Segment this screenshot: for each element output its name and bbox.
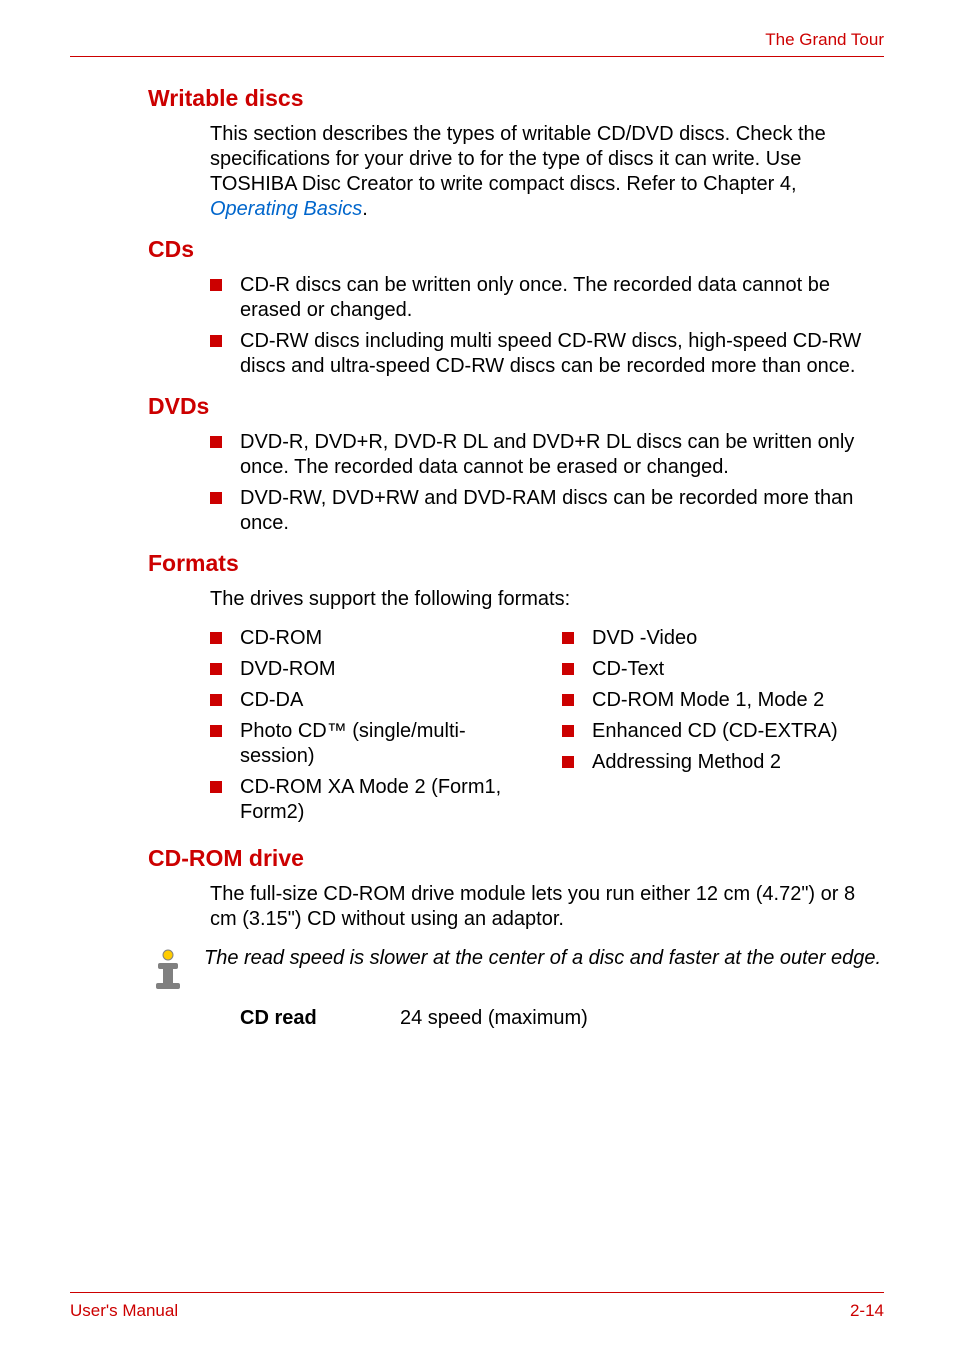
dvds-list: DVD-R, DVD+R, DVD-R DL and DVD+R DL disc…	[210, 430, 884, 536]
spec-value: 24 speed (maximum)	[400, 1007, 588, 1030]
formats-col2: DVD -Video CD-Text CD-ROM Mode 1, Mode 2…	[562, 626, 884, 831]
formats-intro: The drives support the following formats…	[210, 587, 884, 612]
section-heading-cds: CDs	[148, 236, 884, 263]
list-item: CD-DA	[210, 688, 532, 713]
operating-basics-link[interactable]: Operating Basics	[210, 198, 362, 220]
list-item: Addressing Method 2	[562, 750, 884, 775]
list-item: CD-R discs can be written only once. The…	[210, 273, 884, 323]
spec-row: CD read 24 speed (maximum)	[210, 1007, 884, 1030]
page-header: The Grand Tour	[70, 30, 884, 85]
list-item: CD-ROM Mode 1, Mode 2	[562, 688, 884, 713]
cdrom-body: The full-size CD-ROM drive module lets y…	[210, 882, 884, 932]
footer-left: User's Manual	[70, 1301, 178, 1321]
writable-body: This section describes the types of writ…	[210, 122, 884, 222]
writable-body-pre: This section describes the types of writ…	[210, 123, 826, 195]
list-item: DVD-ROM	[210, 657, 532, 682]
section-heading-dvds: DVDs	[148, 393, 884, 420]
list-item: DVD-R, DVD+R, DVD-R DL and DVD+R DL disc…	[210, 430, 884, 480]
page: The Grand Tour Writable discs This secti…	[0, 0, 954, 1351]
footer-divider	[70, 1292, 884, 1293]
section-heading-formats: Formats	[148, 550, 884, 577]
chapter-title: The Grand Tour	[70, 30, 884, 50]
info-icon	[148, 948, 188, 997]
spec-label: CD read	[210, 1007, 400, 1030]
list-item: DVD-RW, DVD+RW and DVD-RAM discs can be …	[210, 486, 884, 536]
section-heading-writable: Writable discs	[148, 85, 884, 112]
formats-columns: CD-ROM DVD-ROM CD-DA Photo CD™ (single/m…	[210, 626, 884, 831]
list-item: Photo CD™ (single/multi-session)	[210, 719, 532, 769]
note-text: The read speed is slower at the center o…	[204, 946, 881, 971]
page-footer: User's Manual 2-14	[70, 1292, 884, 1321]
cds-list: CD-R discs can be written only once. The…	[210, 273, 884, 379]
list-item: Enhanced CD (CD-EXTRA)	[562, 719, 884, 744]
formats-col1: CD-ROM DVD-ROM CD-DA Photo CD™ (single/m…	[210, 626, 532, 831]
header-divider	[70, 56, 884, 57]
footer-right: 2-14	[850, 1301, 884, 1321]
section-heading-cdrom: CD-ROM drive	[148, 845, 884, 872]
footer-row: User's Manual 2-14	[70, 1301, 884, 1321]
list-item: DVD -Video	[562, 626, 884, 651]
list-item: CD-Text	[562, 657, 884, 682]
list-item: CD-RW discs including multi speed CD-RW …	[210, 329, 884, 379]
writable-body-post: .	[362, 198, 368, 220]
list-item: CD-ROM XA Mode 2 (Form1, Form2)	[210, 775, 532, 825]
page-content: Writable discs This section describes th…	[70, 85, 884, 1292]
note-row: The read speed is slower at the center o…	[148, 946, 884, 997]
list-item: CD-ROM	[210, 626, 532, 651]
